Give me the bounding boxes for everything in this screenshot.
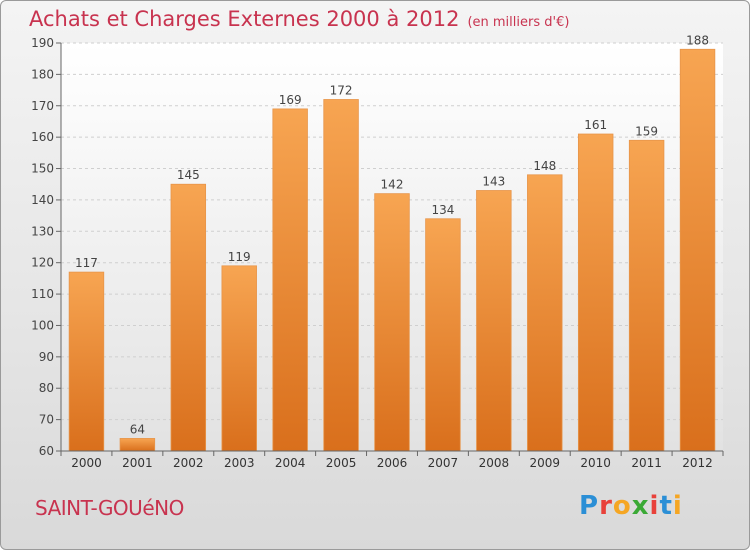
logo-letter: i	[649, 491, 660, 521]
x-tick-label: 2001	[122, 456, 153, 470]
value-label-2005: 172	[330, 83, 353, 97]
value-labels: 117 64 145 119 169 172 142 134 143 148 161 159 188	[75, 33, 709, 436]
value-label-2002: 145	[177, 168, 200, 182]
chart-subtitle: (en milliers d'€)	[467, 15, 570, 30]
y-tick-label: 70	[39, 413, 54, 427]
bars-group	[68, 48, 716, 452]
logo-letter: t	[659, 491, 673, 521]
value-label-2000: 117	[75, 256, 98, 270]
value-label-2003: 119	[228, 250, 251, 264]
x-tick-label: 2005	[326, 456, 357, 470]
bar-2001	[119, 438, 156, 452]
y-tick-label: 60	[39, 444, 54, 458]
bar-2002	[170, 183, 207, 452]
bar-2000	[68, 271, 105, 452]
value-label-2009: 148	[533, 159, 556, 173]
bar-2003	[221, 265, 257, 452]
x-axis: 2000 2001 2002 2003 2004 2005 2006 2007 2008 2009…	[60, 450, 724, 470]
x-tick-label: 2004	[275, 456, 306, 470]
x-tick-label: 2008	[479, 456, 510, 470]
y-tick-label: 140	[31, 193, 54, 207]
y-tick-label: 90	[39, 350, 54, 364]
proxiti-logo: Proxiti	[579, 491, 683, 521]
bar-2006	[374, 193, 410, 452]
bar-2005	[323, 99, 359, 452]
bar-2007	[425, 218, 461, 452]
chart-title: Achats et Charges Externes 2000 à 2012 (e…	[29, 7, 569, 31]
logo-letter: P	[579, 491, 600, 521]
logo-letter: r	[599, 491, 613, 521]
x-tick-label: 2011	[631, 456, 662, 470]
bar-2009	[527, 174, 563, 452]
value-label-2007: 134	[431, 203, 454, 217]
logo-letter: i	[672, 491, 683, 521]
bar-2012	[679, 48, 716, 452]
y-tick-label: 160	[31, 130, 54, 144]
logo-letter: x	[631, 491, 650, 521]
bar-2004	[272, 108, 308, 452]
y-tick-label: 100	[31, 318, 54, 332]
x-tick-label: 2010	[580, 456, 611, 470]
y-tick-label: 120	[31, 256, 54, 270]
chart-title-text: Achats et Charges Externes 2000 à 2012	[29, 7, 460, 31]
x-tick-label: 2000	[71, 456, 102, 470]
x-tick-label: 2003	[224, 456, 255, 470]
value-label-2011: 159	[635, 124, 658, 138]
bar-2008	[476, 190, 512, 452]
bar-2011	[628, 139, 665, 452]
y-tick-label: 150	[31, 162, 54, 176]
y-tick-label: 190	[31, 36, 54, 50]
y-tick-label: 180	[31, 67, 54, 81]
y-axis: 60 70 80 90 100 110 120 130 140 150 160 170 180 190	[31, 36, 62, 458]
commune-name: SAINT-GOUéNO	[35, 496, 184, 520]
bar-2010	[577, 133, 614, 452]
value-label-2012: 188	[686, 33, 709, 47]
value-label-2006: 142	[381, 178, 404, 192]
x-tick-label: 2007	[428, 456, 459, 470]
x-tick-label: 2012	[682, 456, 713, 470]
value-label-2008: 143	[482, 175, 505, 189]
value-label-2001: 64	[130, 422, 145, 436]
x-tick-label: 2006	[377, 456, 408, 470]
x-tick-label: 2002	[173, 456, 204, 470]
value-label-2010: 161	[584, 118, 607, 132]
y-tick-label: 80	[39, 381, 54, 395]
y-tick-label: 130	[31, 224, 54, 238]
y-tick-label: 170	[31, 99, 54, 113]
value-label-2004: 169	[279, 93, 302, 107]
logo-letter: o	[612, 491, 632, 521]
x-tick-label: 2009	[529, 456, 560, 470]
y-tick-label: 110	[31, 287, 54, 301]
